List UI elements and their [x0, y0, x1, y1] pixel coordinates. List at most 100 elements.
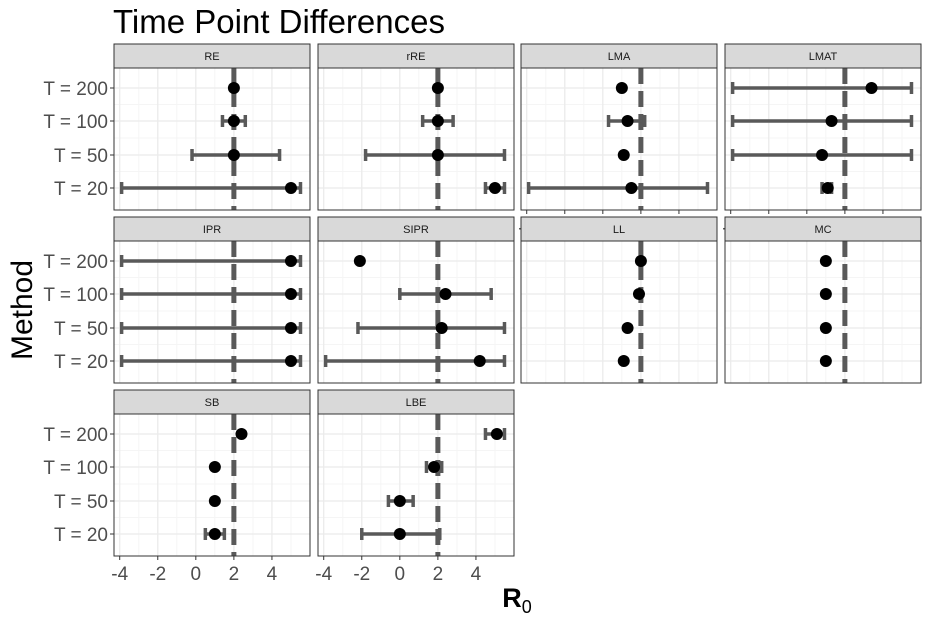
panel-border	[113, 240, 311, 384]
panel-border	[113, 67, 311, 211]
x-tick-label: 0	[395, 564, 406, 585]
estimate-point	[393, 495, 406, 507]
y-tick-label: T = 20	[54, 525, 108, 546]
estimate-point	[284, 322, 297, 334]
panel-re: RE T = 200 T = 100 T = 50 T = 20	[43, 43, 311, 211]
y-tick-label: T = 200	[43, 425, 108, 446]
panel-border	[724, 67, 922, 211]
chart-title: Time Point Differences	[113, 3, 445, 40]
estimate-point	[235, 428, 248, 440]
x-tick-label: 4	[471, 564, 482, 585]
estimate-point	[625, 182, 638, 194]
estimate-point	[208, 495, 221, 507]
x-tick-label: -4	[111, 564, 128, 585]
estimate-point	[490, 428, 503, 440]
estimate-point	[208, 461, 221, 473]
panel-border	[317, 240, 515, 384]
estimate-point	[227, 82, 240, 94]
estimate-point	[621, 115, 634, 127]
facet-strip	[317, 43, 515, 69]
x-axis-label-subscript: 0	[522, 597, 532, 617]
estimate-point	[621, 322, 634, 334]
facet-strip-label: LBE	[406, 397, 427, 409]
facet-strip	[317, 216, 515, 242]
estimate-point	[284, 255, 297, 267]
x-axis-label: R0	[502, 583, 532, 617]
panel-sb: SB T = 200 T = 100 T = 50 T = 20-4 -2 0 2 4	[43, 389, 311, 585]
estimate-point	[617, 355, 630, 367]
estimate-point	[634, 255, 647, 267]
facet-strip	[113, 389, 311, 415]
estimate-point	[632, 288, 645, 300]
estimate-point	[865, 82, 878, 94]
x-tick-label: 2	[433, 564, 444, 585]
panel-ll: LL	[520, 216, 718, 384]
y-tick-label: T = 50	[54, 492, 108, 513]
estimate-point	[208, 528, 221, 540]
y-tick-label: T = 100	[43, 112, 108, 133]
estimate-point	[821, 182, 834, 194]
estimate-point	[819, 288, 832, 300]
facet-strip-label: LL	[613, 224, 625, 236]
panel-lbe: LBE -4 -2 0 2 4	[315, 389, 515, 585]
panel-background	[318, 68, 514, 210]
y-tick-label: T = 200	[43, 79, 108, 100]
facet-strip-label: IPR	[203, 224, 221, 236]
panel-border	[724, 240, 922, 384]
estimate-point	[393, 528, 406, 540]
facet-strip-label: LMAT	[809, 51, 838, 63]
panel-mc: MC	[724, 216, 922, 384]
estimate-point	[227, 115, 240, 127]
facet-strip-label: SIPR	[403, 224, 429, 236]
y-tick-label: T = 200	[43, 252, 108, 273]
x-tick-label: 4	[267, 564, 278, 585]
estimate-point	[825, 115, 838, 127]
facet-strip	[317, 389, 515, 415]
facet-strip-label: RE	[204, 51, 219, 63]
y-tick-label: T = 20	[54, 352, 108, 373]
facet-strip	[113, 43, 311, 69]
y-tick-label: T = 20	[54, 179, 108, 200]
estimate-point	[435, 322, 448, 334]
x-axis-label-main: R	[502, 583, 522, 613]
estimate-point	[615, 82, 628, 94]
facet-strip	[724, 43, 922, 69]
estimate-point	[819, 355, 832, 367]
estimate-point	[284, 182, 297, 194]
x-tick-label: 0	[191, 564, 202, 585]
estimate-point	[431, 115, 444, 127]
estimate-point	[431, 149, 444, 161]
estimate-point	[816, 149, 829, 161]
facet-strip-label: rRE	[407, 51, 426, 63]
panel-border	[317, 413, 515, 557]
facet-strip-label: LMA	[608, 51, 631, 63]
panel-sipr: SIPR	[317, 216, 515, 384]
facet-strip-label: MC	[814, 224, 831, 236]
estimate-point	[617, 149, 630, 161]
panel-border	[113, 413, 311, 557]
y-tick-label: T = 100	[43, 458, 108, 479]
estimate-point	[428, 461, 441, 473]
y-tick-label: T = 50	[54, 146, 108, 167]
estimate-point	[353, 255, 366, 267]
estimate-point	[284, 355, 297, 367]
x-tick-label: -2	[353, 564, 370, 585]
estimate-point	[284, 288, 297, 300]
panel-border	[317, 67, 515, 211]
y-tick-label: T = 100	[43, 285, 108, 306]
panel-border	[520, 67, 718, 211]
facet-strip	[113, 216, 311, 242]
y-tick-label: T = 50	[54, 319, 108, 340]
y-axis-label: Method	[6, 260, 39, 360]
facet-strip	[724, 216, 922, 242]
estimate-point	[227, 149, 240, 161]
panel-ipr: IPR T = 200 T = 100 T = 50 T = 20	[43, 216, 311, 384]
estimate-point	[819, 255, 832, 267]
estimate-point	[431, 82, 444, 94]
facet-strip	[520, 43, 718, 69]
estimate-point	[473, 355, 486, 367]
